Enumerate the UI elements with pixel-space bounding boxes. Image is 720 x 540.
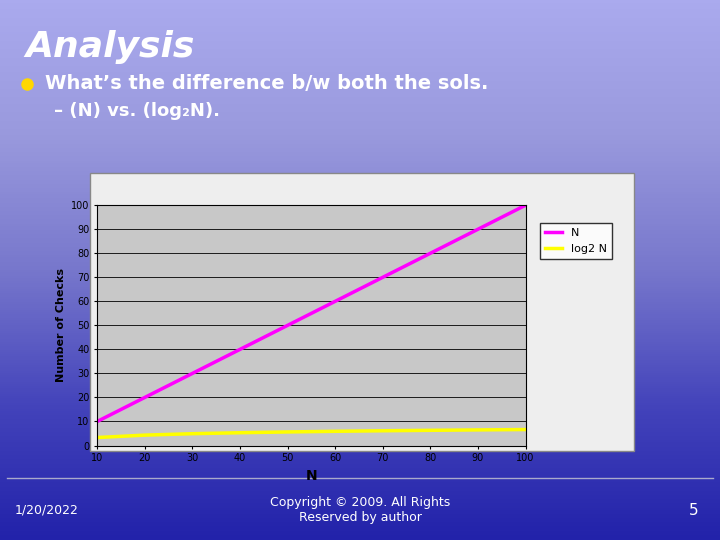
Line: log2 N: log2 N (97, 429, 526, 437)
log2 N (235, 429, 244, 436)
Y-axis label: Number of Checks: Number of Checks (55, 268, 66, 382)
Text: – (N) vs. (log₂N).: – (N) vs. (log₂N). (54, 102, 220, 120)
log2 N (188, 430, 197, 437)
X-axis label: N: N (305, 469, 318, 483)
N (93, 418, 102, 424)
N (140, 394, 149, 401)
N (188, 370, 197, 377)
log2 N (426, 427, 435, 434)
log2 N (521, 426, 530, 433)
N (379, 274, 387, 280)
Line: N: N (97, 205, 526, 421)
N (235, 346, 244, 353)
Legend: N, log2 N: N, log2 N (540, 223, 613, 259)
log2 N (331, 428, 340, 435)
FancyBboxPatch shape (90, 173, 634, 451)
N (283, 322, 292, 328)
log2 N (283, 429, 292, 435)
Text: Analysis: Analysis (25, 30, 194, 64)
log2 N (379, 428, 387, 434)
Text: 1/20/2022: 1/20/2022 (14, 504, 78, 517)
log2 N (474, 427, 482, 433)
log2 N (93, 434, 102, 441)
Text: Copyright © 2009. All Rights
Reserved by author: Copyright © 2009. All Rights Reserved by… (270, 496, 450, 524)
Text: 5: 5 (689, 503, 698, 518)
N (331, 298, 340, 305)
N (426, 250, 435, 256)
log2 N (140, 432, 149, 438)
Text: What’s the difference b/w both the sols.: What’s the difference b/w both the sols. (45, 74, 488, 93)
N (474, 226, 482, 232)
N (521, 202, 530, 208)
